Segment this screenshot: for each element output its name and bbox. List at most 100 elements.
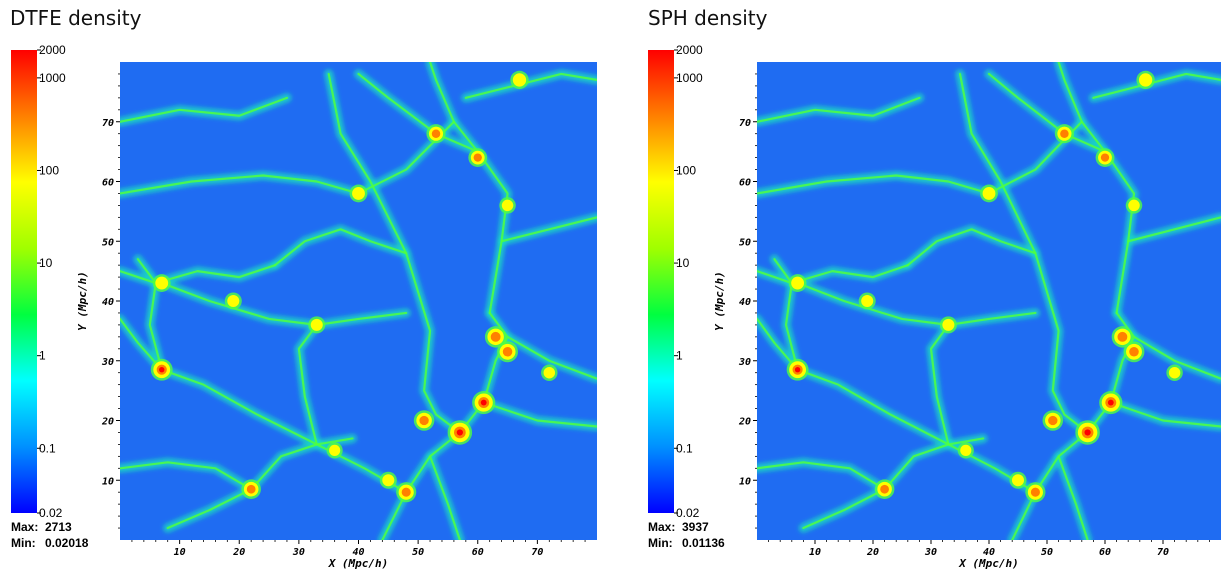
halo-peak: [159, 367, 165, 373]
min-label: Min:: [11, 536, 36, 550]
y-tick-label: 50: [739, 237, 751, 248]
filament-core: [250, 437, 354, 491]
y-tick-label: 30: [101, 357, 114, 368]
y-tick-label: 40: [102, 297, 114, 308]
colorbar-tick-label: 1000: [676, 71, 703, 85]
halo: [512, 73, 527, 87]
filament-core: [906, 228, 1037, 267]
filament-core: [120, 461, 253, 491]
min-label: Min:: [648, 536, 673, 550]
x-axis-label: X (Mpc/h): [958, 557, 1019, 570]
max-value: 2713: [45, 520, 72, 534]
filament-core: [773, 258, 799, 371]
y-tick-label: 20: [101, 417, 114, 428]
y-axis-label: Y (Mpc/h): [713, 271, 726, 331]
max-label: Max:: [11, 520, 38, 534]
halo-core: [401, 487, 411, 497]
colorbar-tick-label: 1: [676, 349, 683, 363]
halo-core: [1100, 153, 1110, 162]
y-tick-label: 50: [102, 237, 114, 248]
min-value: 0.01136: [682, 536, 725, 550]
halo: [310, 318, 323, 331]
x-tick-label: 70: [1157, 547, 1169, 558]
halo: [382, 474, 395, 487]
colorbar-tick-label: 0.1: [676, 441, 693, 455]
density-field: [120, 62, 597, 540]
x-tick-label: 20: [866, 547, 879, 558]
halo: [352, 187, 365, 200]
y-tick-label: 60: [102, 178, 114, 189]
x-tick-label: 20: [232, 547, 245, 558]
filament-core: [757, 174, 991, 195]
filament-core: [1057, 455, 1089, 540]
filament-core: [166, 488, 253, 530]
x-tick-label: 30: [292, 547, 305, 558]
colorbar-tick-label: 1: [39, 349, 46, 363]
halo: [942, 318, 955, 331]
filament-core: [464, 72, 597, 99]
x-axis-label: X (Mpc/h): [328, 557, 389, 570]
halo-core: [502, 347, 513, 357]
y-tick-label: 70: [739, 118, 751, 129]
filament-core: [428, 455, 461, 540]
x-tick-label: 50: [1041, 547, 1053, 558]
chart-title: SPH density: [648, 6, 768, 30]
halo-peak: [480, 399, 487, 406]
colorbar-tick-label: 2000: [676, 43, 703, 57]
x-tick-label: 10: [174, 547, 186, 558]
x-tick-label: 40: [983, 547, 995, 558]
halo-core: [880, 484, 889, 494]
filament-core: [958, 72, 1089, 434]
halo: [982, 187, 996, 200]
colorbar: [11, 50, 37, 513]
chart-title: DTFE density: [10, 6, 142, 30]
filament-core: [1132, 335, 1221, 380]
halo: [1168, 366, 1181, 379]
colorbar-tick-label: 0.1: [39, 441, 56, 455]
halo-peak: [456, 429, 463, 436]
halo-core: [490, 331, 501, 342]
filament-core: [120, 264, 277, 285]
filament-core: [1092, 72, 1221, 99]
y-axis-label: Y (Mpc/h): [76, 271, 89, 331]
filament-core: [757, 461, 886, 491]
halo: [155, 276, 169, 290]
halo-core: [1060, 129, 1069, 138]
filament-core: [506, 335, 597, 380]
halo-core: [1030, 487, 1040, 497]
filament-core: [120, 317, 163, 371]
colorbar: [648, 50, 674, 513]
filament-core: [987, 72, 1107, 153]
halo-core: [1129, 347, 1139, 357]
halo-core: [1048, 415, 1058, 426]
density-field: [757, 62, 1221, 540]
halo: [227, 294, 240, 308]
filament-core: [796, 368, 1037, 494]
colorbar-tick-label: 100: [676, 163, 696, 177]
filament-core: [1127, 216, 1221, 243]
y-tick-label: 70: [102, 118, 114, 129]
colorbar-tick-label: 10: [39, 256, 53, 270]
halo: [861, 294, 874, 308]
max-value: 3937: [682, 520, 709, 534]
colorbar-tick-label: 2000: [39, 43, 66, 57]
max-label: Max:: [648, 520, 675, 534]
x-tick-label: 10: [809, 547, 821, 558]
halo-peak: [1107, 399, 1114, 406]
filament-core: [136, 258, 163, 371]
x-tick-label: 50: [412, 547, 424, 558]
halo-core: [473, 153, 482, 162]
halo: [1011, 474, 1025, 487]
filament-core: [482, 401, 597, 428]
halo-core: [431, 129, 441, 138]
filament-core: [120, 96, 289, 123]
halo: [791, 276, 805, 290]
filament-core: [796, 281, 1037, 326]
halo-core: [1117, 331, 1128, 342]
filament-core: [757, 317, 799, 371]
colorbar-tick-label: 0.02: [39, 506, 63, 520]
x-tick-label: 70: [531, 547, 543, 558]
filament-core: [500, 216, 597, 243]
filament-core: [120, 174, 360, 195]
